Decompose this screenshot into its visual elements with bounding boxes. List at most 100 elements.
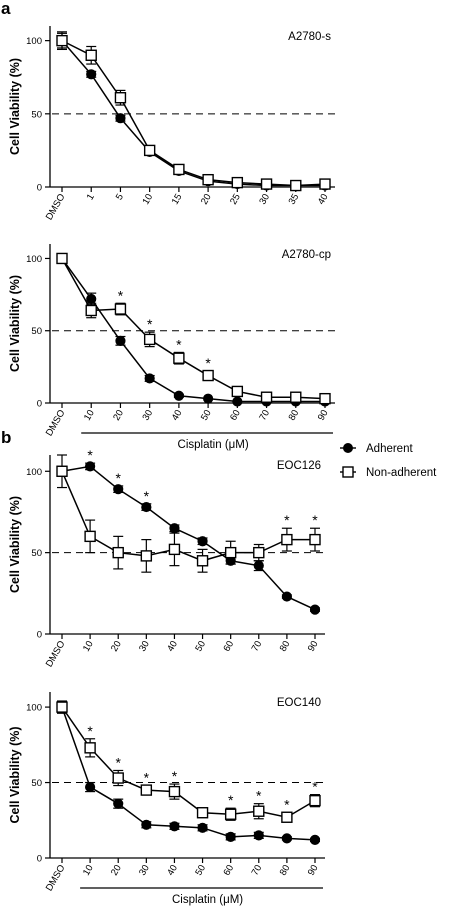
significance-star: * bbox=[87, 447, 93, 463]
significance-star: * bbox=[144, 770, 150, 786]
x-tick-label-25: 25 bbox=[228, 192, 243, 207]
x-tick-label-40: 40 bbox=[165, 639, 180, 654]
chart-a2780-cp: 0 50 100 Cell Viability (%) DMSO 10 20 30 40 50 60… bbox=[8, 244, 335, 451]
x-tick-label-80: 80 bbox=[278, 863, 293, 878]
x-tick-label-30: 30 bbox=[140, 408, 155, 423]
x-axis-label: Cisplatin (μM) bbox=[178, 439, 249, 451]
series-line-non-adherent bbox=[61, 706, 316, 819]
point-non-adherent bbox=[231, 176, 244, 189]
chart-title: A2780-s bbox=[288, 31, 331, 43]
point-adherent bbox=[113, 798, 124, 809]
point-adherent bbox=[86, 69, 97, 80]
point-non-adherent bbox=[260, 178, 273, 190]
x-tick-label-dmso: DMSO bbox=[44, 863, 68, 893]
x-tick-label-70: 70 bbox=[250, 863, 265, 878]
x-tick-label-80: 80 bbox=[287, 408, 302, 423]
point-adherent bbox=[169, 821, 180, 832]
x-tick-label-30: 30 bbox=[137, 863, 152, 878]
chart-title: EOC126 bbox=[277, 460, 321, 472]
x-tick-label-10: 10 bbox=[140, 192, 155, 207]
point-adherent bbox=[197, 822, 208, 833]
point-non-adherent bbox=[114, 92, 127, 104]
panel-label-a: a bbox=[1, 0, 11, 18]
significance-star: * bbox=[118, 287, 124, 303]
y-tick-label: 0 bbox=[37, 630, 42, 641]
legend-label-non-adherent: Non-adherent bbox=[366, 467, 437, 479]
point-non-adherent bbox=[56, 252, 68, 265]
series-line-non-adherent bbox=[61, 258, 326, 400]
significance-star: * bbox=[205, 355, 211, 371]
x-tick-label-90: 90 bbox=[306, 863, 321, 878]
point-adherent bbox=[253, 830, 264, 841]
point-adherent bbox=[197, 536, 208, 547]
point-non-adherent bbox=[168, 543, 181, 556]
x-tick-label-30: 30 bbox=[137, 639, 152, 654]
point-adherent bbox=[86, 293, 97, 305]
y-tick-label: 100 bbox=[26, 36, 42, 47]
y-axis-label: Cell Viability (%) bbox=[8, 726, 22, 823]
point-non-adherent bbox=[84, 742, 96, 754]
x-tick-label-10: 10 bbox=[82, 408, 97, 423]
x-tick-label-30: 30 bbox=[257, 192, 272, 207]
x-tick-label-20: 20 bbox=[111, 408, 126, 423]
point-adherent bbox=[203, 393, 214, 404]
y-tick-label: 0 bbox=[37, 854, 42, 865]
x-tick-label-10: 10 bbox=[81, 639, 96, 654]
significance-star: * bbox=[147, 316, 153, 332]
point-adherent bbox=[115, 335, 126, 346]
x-tick-label-10: 10 bbox=[81, 863, 96, 878]
y-tick-label: 50 bbox=[31, 326, 42, 337]
x-tick-label-70: 70 bbox=[250, 639, 265, 654]
point-non-adherent bbox=[309, 533, 321, 546]
x-tick-label-20: 20 bbox=[109, 639, 124, 654]
point-non-adherent bbox=[173, 163, 185, 176]
x-tick-label-15: 15 bbox=[170, 192, 185, 207]
point-non-adherent bbox=[319, 178, 331, 190]
significance-star: * bbox=[176, 336, 182, 352]
x-tick-label-20: 20 bbox=[109, 863, 124, 878]
y-tick-label: 0 bbox=[37, 183, 42, 194]
series-line-adherent bbox=[61, 465, 316, 611]
y-axis-label: Cell Viability (%) bbox=[8, 275, 22, 372]
point-non-adherent bbox=[202, 173, 214, 186]
y-tick-label: 100 bbox=[26, 467, 42, 478]
point-non-adherent bbox=[112, 546, 124, 559]
legend-item-non-adherent: Non-adherent bbox=[340, 466, 437, 479]
point-adherent bbox=[115, 113, 126, 124]
significance-star: * bbox=[256, 788, 262, 804]
x-tick-label-dmso: DMSO bbox=[44, 408, 68, 438]
point-non-adherent bbox=[173, 352, 185, 364]
x-tick-label-60: 60 bbox=[221, 863, 236, 878]
x-tick-label-60: 60 bbox=[221, 639, 236, 654]
point-non-adherent bbox=[168, 785, 181, 798]
point-non-adherent bbox=[56, 701, 68, 713]
point-adherent bbox=[281, 591, 292, 602]
point-non-adherent bbox=[112, 772, 124, 784]
significance-star: * bbox=[312, 779, 318, 795]
x-tick-label-80: 80 bbox=[278, 639, 293, 654]
significance-star: * bbox=[228, 792, 234, 808]
x-tick-label-40: 40 bbox=[316, 192, 331, 207]
series-line-adherent bbox=[61, 706, 316, 841]
x-tick-label-5: 5 bbox=[114, 192, 126, 202]
point-non-adherent bbox=[281, 533, 293, 546]
point-non-adherent bbox=[309, 794, 321, 807]
point-non-adherent bbox=[253, 546, 265, 559]
y-tick-label: 0 bbox=[37, 399, 42, 410]
point-non-adherent bbox=[140, 784, 153, 796]
point-adherent bbox=[281, 833, 292, 844]
point-adherent bbox=[309, 834, 321, 845]
point-non-adherent bbox=[114, 303, 127, 315]
x-tick-label-50: 50 bbox=[199, 408, 214, 423]
point-adherent bbox=[225, 831, 236, 842]
point-non-adherent bbox=[85, 49, 97, 61]
point-non-adherent bbox=[196, 807, 209, 819]
y-tick-label: 50 bbox=[31, 109, 42, 120]
legend-marker-adherent bbox=[343, 443, 353, 453]
x-tick-label-90: 90 bbox=[316, 408, 331, 423]
significance-star: * bbox=[144, 488, 150, 504]
point-non-adherent bbox=[84, 530, 96, 543]
point-adherent bbox=[253, 560, 264, 571]
